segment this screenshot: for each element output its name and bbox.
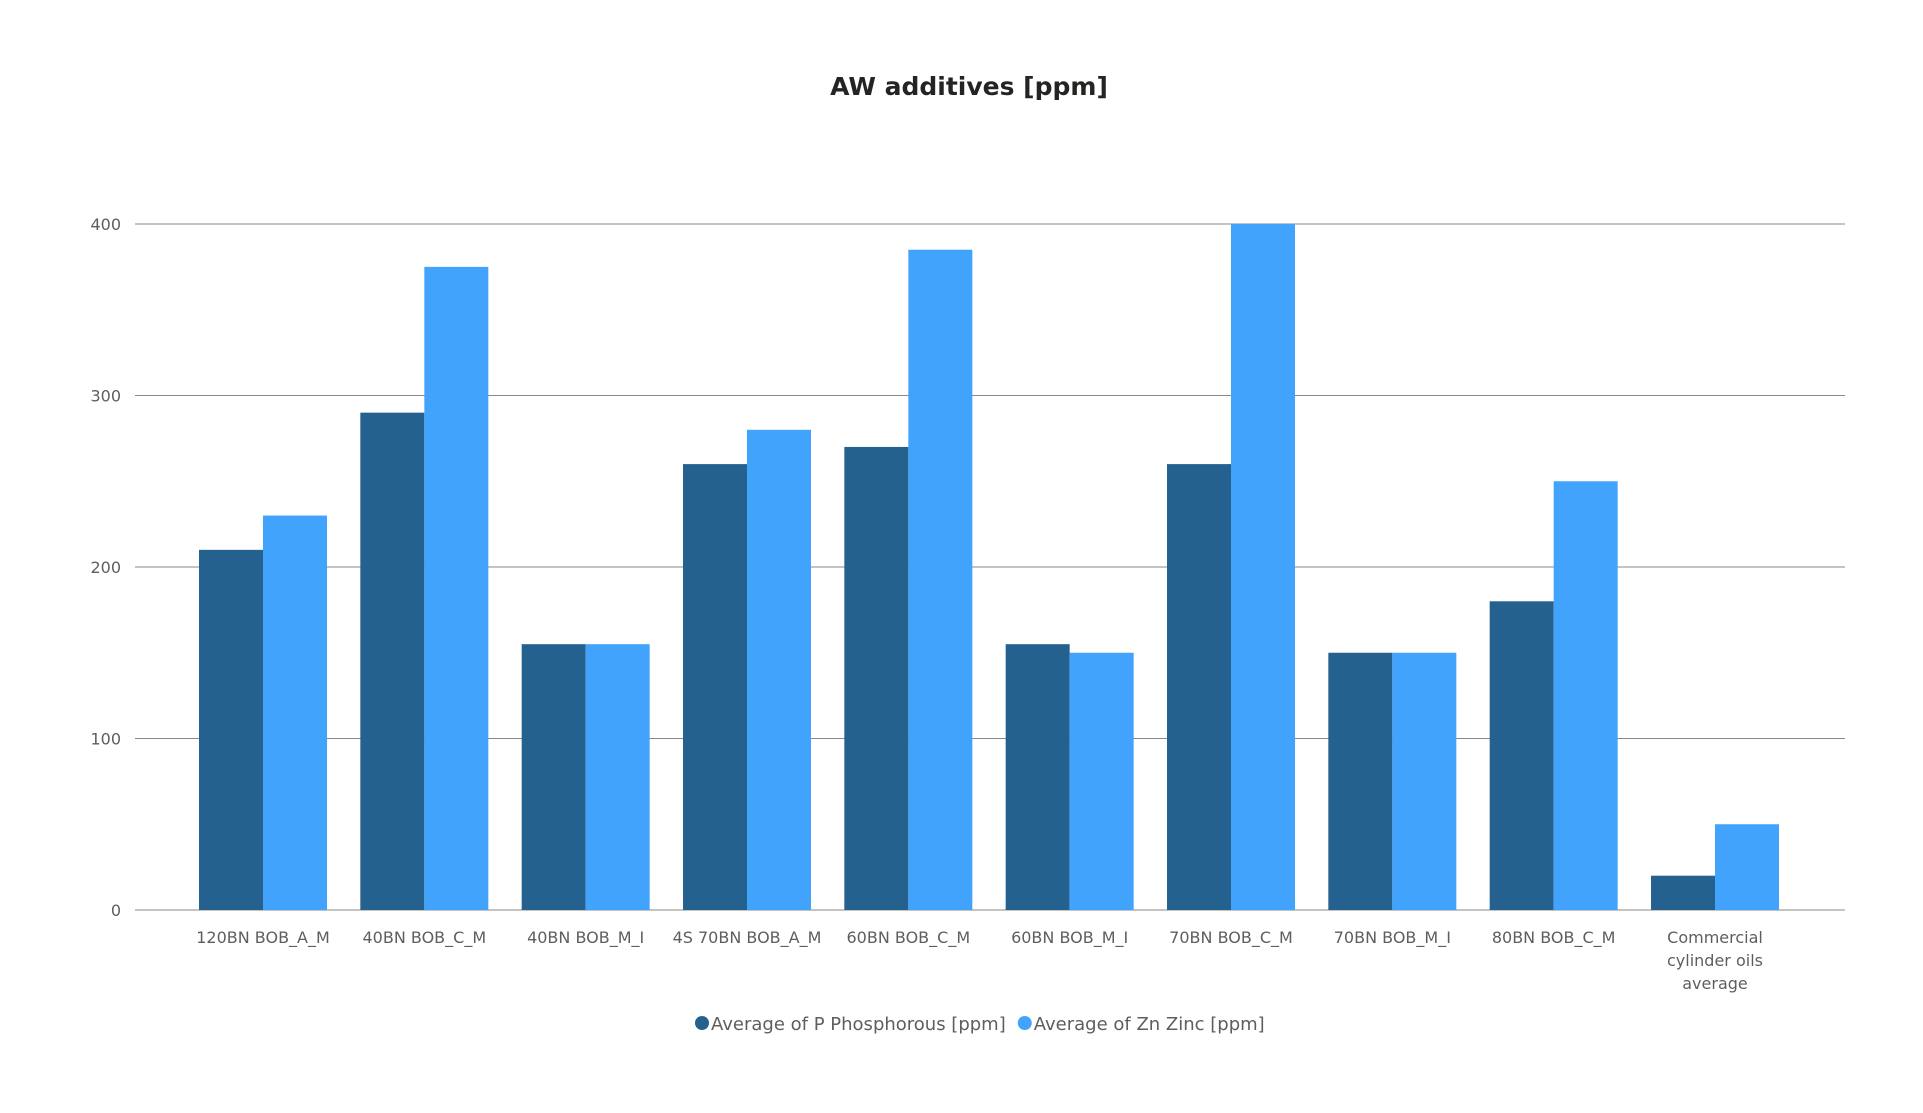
x-category-label: 60BN BOB_C_M — [847, 928, 971, 948]
x-category-label: 40BN BOB_M_I — [527, 928, 644, 948]
y-tick-label: 300 — [90, 387, 121, 406]
bar-zinc — [263, 515, 327, 910]
x-category-label: 120BN BOB_A_M — [196, 928, 330, 948]
chart-title: AW additives [ppm] — [830, 72, 1108, 101]
bars — [199, 224, 1779, 911]
x-category-label: 60BN BOB_M_I — [1011, 928, 1128, 948]
bar-phosphorous — [683, 464, 747, 910]
bar-phosphorous — [1651, 875, 1715, 910]
legend: Average of P Phosphorous [ppm] Average of… — [695, 1014, 1265, 1035]
bar-zinc — [424, 266, 489, 910]
x-category-label: 70BN BOB_C_M — [1169, 928, 1293, 948]
bar-phosphorous — [360, 412, 425, 910]
x-category-label: 70BN BOB_M_I — [1334, 928, 1451, 948]
bar-zinc — [1392, 652, 1457, 910]
legend-marker — [1017, 1016, 1032, 1030]
bar-zinc — [1715, 824, 1779, 910]
bar-phosphorous — [1489, 601, 1554, 910]
x-axis-category-labels: 120BN BOB_A_M 40BN BOB_C_M 40BN BOB_M_I 4S … — [196, 928, 1763, 993]
x-category-label: Commercial cylinder oils average — [1667, 928, 1763, 993]
bar-phosphorous — [1328, 652, 1393, 910]
bar-phosphorous — [1005, 644, 1070, 910]
bar-phosphorous — [1167, 464, 1231, 910]
legend-label: Average of P Phosphorous [ppm] — [711, 1014, 1006, 1035]
x-category-label: 4S 70BN BOB_A_M — [673, 928, 822, 948]
y-tick-label: 200 — [90, 558, 121, 577]
x-category-label: 40BN BOB_C_M — [363, 928, 487, 948]
bar-zinc — [1553, 481, 1618, 910]
legend-label: Average of Zn Zinc [ppm] — [1034, 1014, 1265, 1035]
bar-zinc — [747, 429, 811, 910]
bar-zinc — [585, 644, 650, 910]
bar-zinc — [1069, 652, 1134, 910]
legend-marker — [695, 1016, 709, 1030]
y-tick-label: 0 — [111, 901, 121, 920]
bar-zinc — [1231, 224, 1295, 910]
bar-phosphorous — [521, 644, 586, 910]
y-axis-tick-labels: 0 100 200 300 400 — [90, 215, 121, 920]
y-tick-label: 100 — [90, 730, 121, 749]
bar-zinc — [908, 249, 973, 911]
y-tick-label: 400 — [90, 215, 121, 234]
bar-phosphorous — [199, 549, 263, 910]
x-category-label: 80BN BOB_C_M — [1492, 928, 1616, 948]
bar-phosphorous — [844, 446, 909, 910]
